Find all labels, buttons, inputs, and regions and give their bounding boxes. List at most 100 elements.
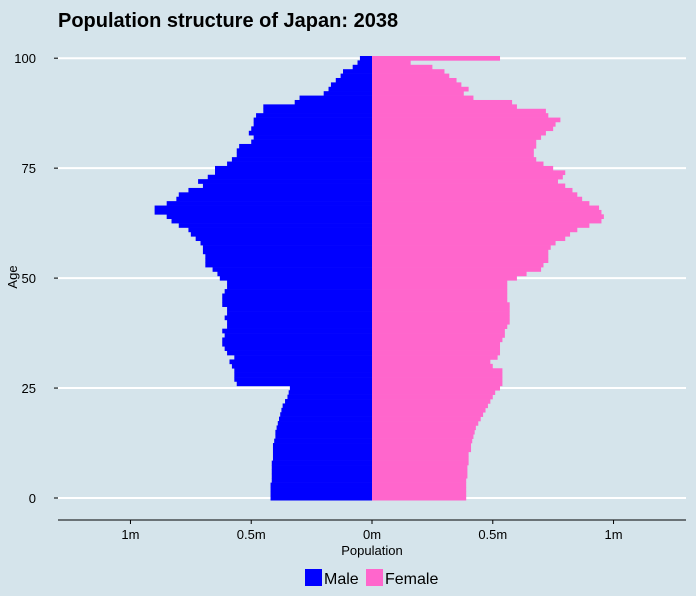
female-bar-age-81 — [372, 139, 537, 145]
y-tick-label: 25 — [22, 381, 36, 396]
female-bar-age-67 — [372, 201, 590, 206]
female-bar-age-84 — [372, 126, 554, 132]
male-bar-age-30 — [231, 363, 372, 369]
male-bar-age-51 — [217, 271, 372, 277]
male-bar-age-28 — [234, 372, 372, 378]
male-bar-age-2 — [270, 487, 372, 492]
female-bar-age-48 — [372, 284, 508, 290]
female-bar-age-93 — [372, 86, 469, 92]
male-bar-age-3 — [270, 482, 372, 488]
male-bar-age-47 — [224, 289, 372, 294]
male-bar-age-8 — [271, 460, 372, 466]
female-bar-age-42 — [372, 311, 510, 316]
female-bar-age-4 — [372, 478, 467, 483]
female-bar-age-34 — [372, 346, 501, 351]
x-axis-ticks: 1m 0.5m 0m 0.5m 1m — [121, 520, 623, 542]
female-bar-age-25 — [372, 385, 501, 391]
male-bar-age-58 — [200, 240, 372, 246]
female-bar-age-69 — [372, 192, 578, 198]
x-tick-label: 0.5m — [237, 527, 266, 542]
male-bar-age-13 — [274, 438, 372, 444]
female-bar-age-36 — [372, 337, 503, 343]
female-bar-age-52 — [372, 267, 542, 272]
male-bar-age-63 — [171, 218, 372, 224]
x-tick-label: 0.5m — [478, 527, 507, 542]
male-bar-age-22 — [285, 399, 372, 404]
male-bar-age-79 — [236, 148, 372, 154]
male-bar-age-83 — [248, 130, 372, 136]
legend-swatch-male — [305, 569, 322, 586]
male-bar-age-87 — [256, 113, 372, 118]
female-bar-age-96 — [372, 73, 450, 79]
female-bar-age-49 — [372, 280, 508, 285]
female-bar-age-5 — [372, 473, 468, 479]
female-bar-age-27 — [372, 377, 503, 382]
female-bar-age-37 — [372, 333, 505, 338]
female-bar-age-98 — [372, 64, 433, 70]
female-bar-age-3 — [372, 482, 467, 488]
male-bar-age-57 — [202, 245, 372, 250]
female-bar-age-80 — [372, 143, 537, 149]
female-bar-age-88 — [372, 108, 546, 114]
female-bar-age-40 — [372, 319, 510, 325]
female-bar-age-29 — [372, 368, 503, 373]
x-tick-label: 0m — [363, 527, 381, 542]
female-bar-age-30 — [372, 363, 493, 369]
male-bar-age-80 — [239, 143, 372, 149]
male-bar-age-26 — [236, 381, 372, 387]
male-bar-age-49 — [227, 280, 372, 285]
male-bar-age-82 — [253, 135, 372, 140]
female-bar-age-41 — [372, 315, 510, 321]
male-bar-age-64 — [166, 214, 372, 220]
male-bar-age-98 — [352, 64, 372, 70]
female-bar-age-79 — [372, 148, 534, 154]
female-bar-age-57 — [372, 245, 551, 250]
female-bar-age-18 — [372, 416, 481, 422]
female-bar-age-8 — [372, 460, 469, 466]
y-axis-label: Age — [5, 265, 20, 288]
female-bar-age-76 — [372, 161, 544, 167]
male-bar-age-27 — [234, 377, 372, 382]
x-axis-label: Population — [341, 543, 402, 558]
male-bar-age-77 — [231, 157, 372, 162]
female-bar-age-1 — [372, 491, 467, 497]
male-bar-age-7 — [271, 465, 372, 470]
female-bar-age-11 — [372, 447, 472, 453]
male-bar-age-78 — [236, 152, 372, 158]
female-bar-age-2 — [372, 487, 467, 492]
female-bar-age-60 — [372, 231, 571, 237]
male-bar-age-41 — [224, 315, 372, 321]
y-tick-label: 50 — [22, 271, 36, 286]
male-bar-age-48 — [227, 284, 372, 290]
chart-title: Population structure of Japan: 2038 — [58, 10, 398, 32]
male-bar-age-12 — [272, 443, 372, 448]
x-tick-label: 1m — [121, 527, 139, 542]
male-bar-age-1 — [270, 491, 372, 497]
female-bar-age-43 — [372, 306, 510, 312]
male-bar-age-34 — [224, 346, 372, 351]
female-bar-age-58 — [372, 240, 556, 246]
y-axis-ticks: 0 25 50 75 100 — [14, 51, 58, 506]
male-bar-age-71 — [202, 183, 372, 189]
female-bar-age-91 — [372, 95, 474, 101]
male-bar-age-50 — [219, 275, 372, 281]
male-bar-age-37 — [224, 333, 372, 338]
female-bar-age-22 — [372, 399, 491, 404]
male-bar-age-95 — [335, 77, 372, 83]
male-bar-age-4 — [271, 478, 372, 483]
female-bar-age-24 — [372, 390, 496, 395]
female-bar-age-68 — [372, 196, 583, 202]
female-bar-age-83 — [372, 130, 546, 136]
female-bar-age-70 — [372, 187, 573, 193]
male-bar-age-65 — [154, 209, 372, 215]
legend-swatch-female — [366, 569, 383, 586]
male-bar-age-62 — [178, 223, 372, 228]
female-bar-age-32 — [372, 355, 498, 360]
male-bar-age-18 — [279, 416, 372, 422]
male-bar-age-35 — [222, 341, 372, 347]
male-bar-age-0 — [270, 495, 372, 501]
male-bar-age-15 — [275, 429, 372, 435]
male-bar-age-53 — [205, 262, 372, 268]
female-bar-age-90 — [372, 99, 513, 105]
